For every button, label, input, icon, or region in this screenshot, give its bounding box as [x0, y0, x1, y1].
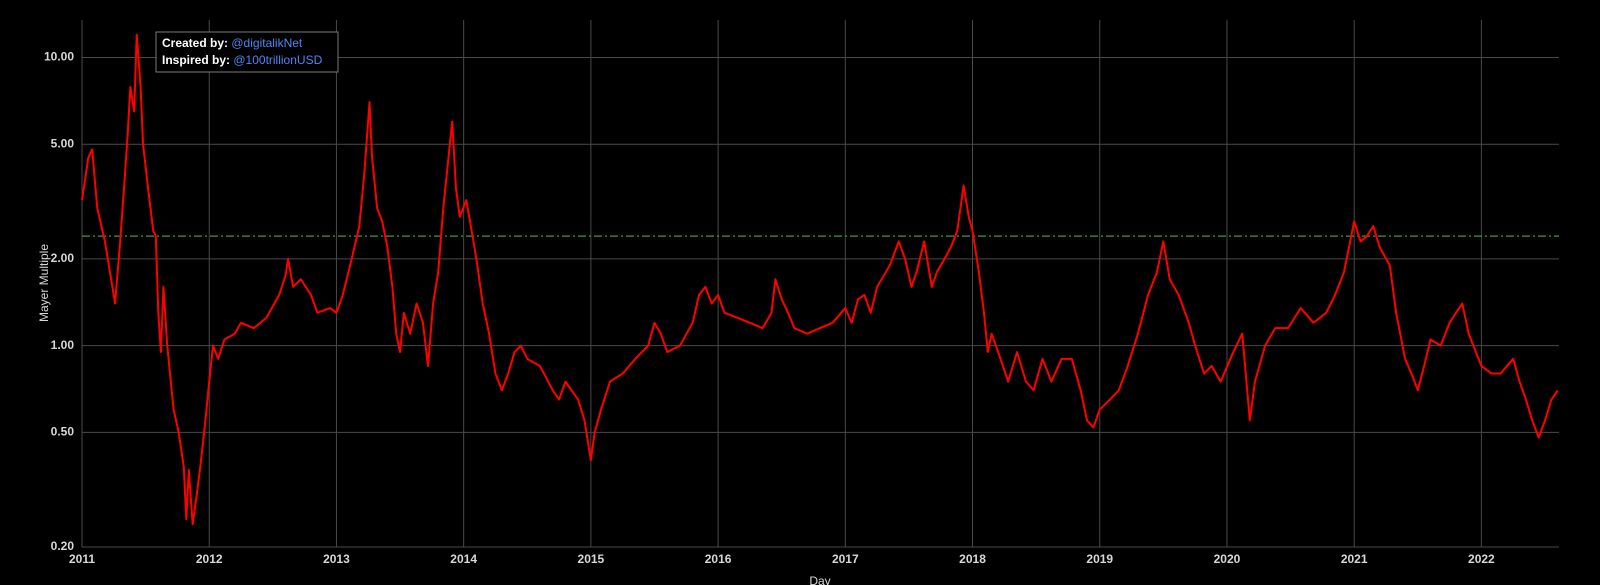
annotation-label: Created by: [162, 36, 228, 50]
x-tick-label: 2018 [959, 552, 986, 566]
y-tick-label: 10.00 [44, 50, 74, 64]
x-tick-label: 2021 [1341, 552, 1368, 566]
annotation-frame [155, 31, 339, 73]
x-tick-label: 2013 [323, 552, 350, 566]
x-tick-label: 2016 [705, 552, 732, 566]
annotation-handle[interactable]: @100trillionUSD [233, 53, 322, 67]
x-tick-label: 2020 [1214, 552, 1241, 566]
x-tick-label: 2019 [1086, 552, 1113, 566]
annotation-line: Inspired by: @100trillionUSD [162, 53, 323, 67]
x-tick-label: 2012 [196, 552, 223, 566]
annotation-label: Inspired by: [162, 53, 230, 67]
y-tick-label: 1.00 [51, 338, 75, 352]
x-tick-label: 2015 [578, 552, 605, 566]
x-tick-label: 2017 [832, 552, 859, 566]
annotation-handle[interactable]: @digitalikNet [231, 36, 303, 50]
y-tick-label: 2.00 [51, 251, 75, 265]
y-tick-label: 5.00 [51, 136, 75, 150]
x-tick-label: 2011 [69, 552, 95, 566]
y-tick-label: 0.20 [51, 539, 75, 553]
data-line [81, 33, 1559, 526]
y-tick-label: 0.50 [51, 425, 75, 439]
x-tick-label: 2022 [1468, 552, 1495, 566]
annotation-box: Created by: @digitalikNet Inspired by: @… [155, 31, 339, 73]
plot [81, 33, 1559, 526]
x-tick-label: 2014 [450, 552, 477, 566]
annotation-line: Created by: @digitalikNet [162, 36, 303, 50]
x-axis-label: Day [809, 574, 830, 585]
y-axis-label: Mayer Multiple [37, 244, 51, 322]
